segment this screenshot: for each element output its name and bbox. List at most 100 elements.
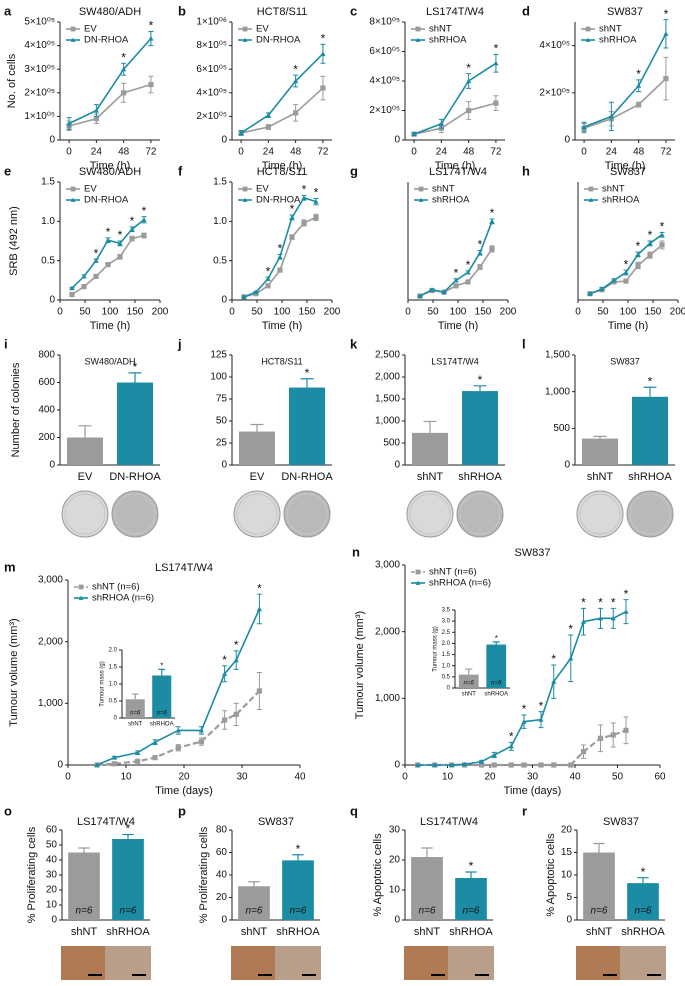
panel-title: HCT8/S11: [257, 166, 308, 178]
bar: [583, 852, 615, 920]
y-tick-label: 0: [51, 915, 57, 926]
point: [478, 762, 485, 768]
colony-image-rim: [409, 493, 451, 535]
y-tick-label: 20: [389, 855, 401, 866]
y-axis-label: % Apoptotic cells: [372, 833, 384, 917]
x-tick-label: 48: [463, 147, 475, 158]
x-tick-label: 48: [118, 147, 130, 158]
point: [466, 107, 472, 114]
point: [623, 278, 629, 284]
panel-label: i: [4, 336, 8, 351]
significance: *: [314, 186, 319, 200]
point: [233, 657, 239, 663]
bar: [238, 886, 270, 920]
x-tick-label: 150: [299, 307, 316, 318]
x-axis-label: Time (h): [605, 160, 646, 172]
bar: [462, 391, 498, 465]
bar-label: n=6: [290, 906, 307, 917]
x-tick-label: 72: [490, 147, 502, 158]
bar: [117, 382, 153, 465]
significance: *: [636, 67, 641, 81]
bar-label: n=6: [246, 906, 263, 917]
y-tick-label: 20: [46, 885, 58, 896]
x-tick-label: 0: [66, 147, 72, 158]
point: [489, 246, 495, 252]
x-tick-label: 0: [581, 147, 587, 158]
panel-label: g: [350, 163, 358, 178]
x-axis-label: Time (h): [90, 160, 131, 172]
legend-marker: [70, 37, 76, 42]
y-tick-label: 2×10⁰⁵: [369, 105, 400, 116]
point: [222, 671, 228, 676]
x-tick-label: shNT: [586, 926, 613, 938]
point: [611, 277, 617, 283]
point: [265, 276, 271, 281]
x-tick-label: 40: [294, 772, 306, 783]
legend-marker: [78, 595, 84, 600]
point: [277, 267, 283, 273]
point: [659, 242, 665, 248]
y-tick-label: 3×10⁰⁵: [24, 64, 55, 75]
colony-image: [111, 490, 159, 538]
x-tick-label: 100: [102, 307, 119, 318]
x-tick-label: 150: [645, 307, 662, 318]
legend-label: EV: [256, 24, 269, 35]
bar: [152, 675, 172, 718]
panel-label: f: [178, 163, 183, 178]
x-tick-label: 100: [450, 307, 467, 318]
bar: [67, 437, 103, 465]
significance: *: [551, 652, 556, 666]
legend-marker: [70, 197, 76, 202]
series-line: [583, 33, 667, 128]
x-tick-label: 30: [527, 772, 539, 783]
point: [175, 727, 181, 733]
error-bar: [131, 693, 139, 700]
y-axis-label: % Apoptotic cells: [545, 833, 557, 917]
x-tick-label: 200: [324, 307, 341, 318]
y-tick-label: 1,500: [375, 394, 400, 405]
point: [253, 289, 259, 295]
legend-label: DN-RHOA: [84, 195, 129, 206]
y-tick-label: 0: [447, 686, 451, 692]
colony-image: [61, 490, 109, 538]
y-tick-label: 1.5: [109, 665, 118, 671]
y-tick-label: 1×10⁰⁵: [24, 111, 55, 122]
y-tick-label: 3.5: [442, 608, 451, 614]
colony-image-rim: [236, 493, 278, 535]
significance: *: [641, 865, 646, 879]
y-tick-label: 20: [216, 892, 228, 903]
panel-label: r: [522, 803, 527, 818]
legend-marker: [70, 186, 76, 192]
y-tick-label: 0: [394, 460, 400, 471]
panel-label: b: [178, 3, 186, 18]
x-tick-label: 0: [229, 307, 235, 318]
point: [175, 745, 181, 751]
bar: [458, 674, 479, 688]
significance: *: [478, 373, 483, 387]
series-line: [68, 37, 152, 125]
x-tick-label: shNT: [414, 926, 441, 938]
x-tick-label: shRHOA: [628, 471, 672, 483]
x-tick-label: 0: [402, 772, 408, 783]
bar-label: n=6: [463, 906, 480, 917]
legend-label: shRHOA: [429, 35, 467, 46]
y-tick-label: 100: [210, 372, 227, 383]
y-tick-label: 5×10⁰⁵: [24, 17, 55, 28]
point: [111, 761, 117, 767]
series-line: [413, 62, 497, 135]
y-tick-label: 400: [38, 405, 55, 416]
point: [301, 220, 307, 226]
panel-label: c: [350, 3, 357, 18]
legend-marker: [588, 186, 594, 192]
point: [293, 78, 299, 84]
y-tick-label: 0: [566, 915, 572, 926]
colony-image-rim: [629, 493, 671, 535]
point: [198, 738, 204, 745]
y-tick-label: 0: [49, 295, 55, 306]
x-tick-label: 24: [91, 147, 103, 158]
y-tick-label: 125: [210, 350, 227, 361]
bar: [455, 878, 487, 920]
series-line: [583, 78, 667, 129]
bar-label: n=6: [419, 906, 436, 917]
panel-label: q: [350, 803, 358, 818]
